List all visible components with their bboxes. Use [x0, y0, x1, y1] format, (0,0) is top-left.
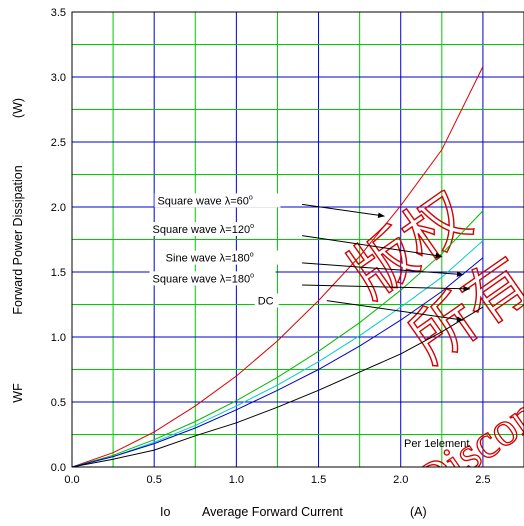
annotation-arrow-4	[302, 284, 471, 292]
tick-labels: 0.0 0.5 1.0 1.5 2.0 2.5 0.0 0.5 1.0 1.5 2.0 2.5 3.0 3…	[51, 7, 491, 486]
y-tick-label: 3.0	[51, 72, 66, 84]
y-tick-label: 0.0	[51, 462, 66, 474]
y-tick-label: 1.0	[51, 332, 66, 344]
annotation-label-1: Square wave λ=60o	[157, 194, 252, 207]
annotation-arrow-2	[302, 235, 443, 259]
degree-superscript: o	[249, 194, 253, 201]
annotations: Square wave λ=60o Square wave λ=120o Sine …	[149, 193, 471, 322]
y-axis-label: Forward Power Dissipation	[11, 165, 25, 314]
y-axis-prefix: WF	[11, 383, 25, 403]
degree-superscript: o	[250, 252, 254, 259]
annotation-background	[162, 250, 289, 265]
y-tick-label: 2.0	[51, 202, 66, 214]
annotation-background	[154, 193, 281, 208]
annotation-label-3: Sine wave λ=180o	[166, 252, 254, 265]
x-tick-label: 1.0	[229, 474, 244, 486]
grid	[72, 12, 524, 467]
x-axis-label: Average Forward Current	[202, 505, 343, 519]
annotation-label-2: Square wave λ=120o	[153, 223, 255, 236]
series-line-1	[72, 66, 484, 467]
per-element-note: Per 1element	[404, 438, 469, 450]
annotation-arrow-1	[302, 203, 385, 218]
x-tick-label: 0.0	[64, 474, 79, 486]
x-tick-label: 0.5	[147, 474, 162, 486]
series-line-5	[72, 306, 484, 467]
annotation-background	[149, 222, 276, 236]
series-line-3	[72, 240, 484, 467]
y-tick-label: 1.5	[51, 267, 66, 279]
y-tick-label: 0.5	[51, 397, 66, 409]
annotation-arrow-3	[302, 262, 464, 277]
x-tick-label: 2.5	[475, 474, 490, 486]
annotation-arrow-5	[326, 300, 464, 322]
x-axis-unit: (A)	[410, 505, 427, 519]
y-tick-label: 3.5	[51, 7, 66, 19]
annotation-label-5: DC	[258, 296, 274, 308]
degree-superscript: o	[250, 223, 254, 230]
x-axis-prefix: Io	[160, 505, 170, 519]
y-tick-label: 2.5	[51, 137, 66, 149]
degree-superscript: o	[250, 272, 254, 279]
annotation-label-4: Square wave λ=180o	[153, 272, 255, 285]
series-line-2	[72, 210, 484, 467]
annotation-background	[149, 271, 276, 286]
annotation-background	[254, 293, 279, 308]
series	[72, 66, 484, 467]
x-tick-label: 2.0	[393, 474, 408, 486]
series-line-4	[72, 257, 484, 467]
plot-frame	[71, 11, 524, 468]
watermark: 版权 所有 Discontinued	[337, 179, 524, 467]
y-axis-unit: (W)	[11, 98, 25, 118]
x-tick-label: 1.5	[311, 474, 326, 486]
